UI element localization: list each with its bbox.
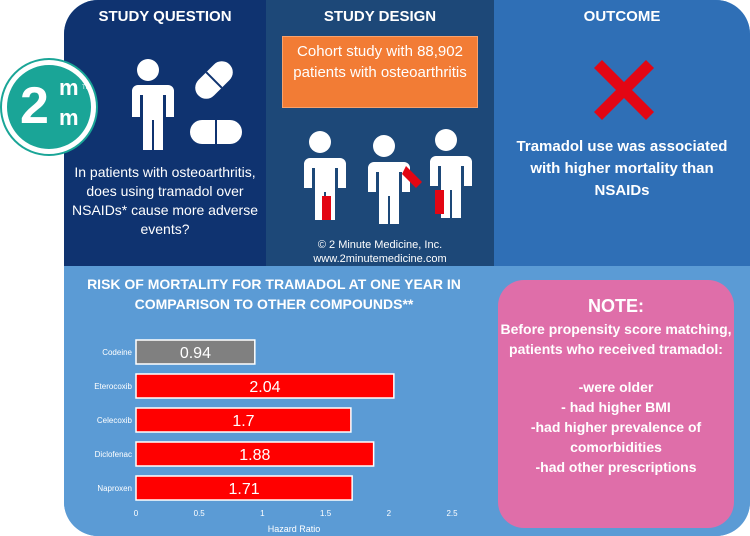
- x-axis-label: Hazard Ratio: [268, 524, 321, 534]
- 2-minute-medicine-logo: 2 m m TM: [2, 60, 96, 154]
- bar: [135, 373, 395, 399]
- bar: [135, 407, 352, 433]
- note-list: -were older - had higher BMI -had higher…: [498, 377, 734, 477]
- x-tick-label: 1: [260, 509, 265, 518]
- bar: [135, 339, 256, 365]
- x-tick-label: 0.5: [194, 509, 206, 518]
- logo-letter-top: m: [59, 75, 79, 100]
- category-label: Codeine: [102, 348, 132, 357]
- bar: [135, 475, 353, 501]
- person-icon-3: [426, 129, 472, 218]
- study-design-title: STUDY DESIGN: [323, 8, 437, 25]
- note-item: - had higher BMI: [561, 399, 671, 415]
- outcome-title: OUTCOME: [583, 8, 661, 25]
- study-question-title: STUDY QUESTION: [98, 8, 232, 25]
- patient-icon: [128, 59, 174, 150]
- bar-value-label: 0.94: [180, 345, 211, 362]
- red-x-icon: [594, 60, 654, 120]
- bar-value-label: 1.88: [239, 447, 270, 464]
- pill-icon-2: [190, 120, 242, 144]
- note-item: -had other prescriptions: [535, 459, 697, 475]
- copyright-text: © 2 Minute Medicine, Inc. www.2minutemed…: [266, 238, 494, 266]
- note-title: NOTE:: [588, 296, 644, 316]
- cohort-description-box: Cohort study with 88,902 patients with o…: [282, 36, 478, 108]
- category-label: Eterocoxib: [94, 382, 132, 391]
- x-tick-label: 0: [134, 509, 139, 518]
- logo-letter-bottom: m: [59, 105, 79, 130]
- note-item: -had higher prevalence of comorbidities: [530, 419, 702, 455]
- bar-value-label: 1.71: [229, 481, 260, 498]
- results-section: RISK OF MORTALITY FOR TRAMADOL AT ONE YE…: [64, 266, 750, 536]
- infographic-frame: STUDY QUESTION In patients with osteoart…: [64, 0, 750, 536]
- note-box: NOTE: Before propensity score matching, …: [498, 280, 734, 528]
- study-question-panel: STUDY QUESTION In patients with osteoart…: [64, 0, 266, 266]
- patient-group-icon: [300, 129, 472, 224]
- copyright-line-2: www.2minutemedicine.com: [313, 253, 447, 265]
- x-tick-label: 1.5: [320, 509, 332, 518]
- note-intro: Before propensity score matching, patien…: [500, 321, 732, 357]
- category-label: Celecoxib: [97, 416, 133, 425]
- person-icon-1: [300, 131, 346, 220]
- copyright-line-1: © 2 Minute Medicine, Inc.: [317, 239, 443, 251]
- category-label: Naproxen: [97, 484, 132, 493]
- study-question-text: In patients with osteoarthritis, does us…: [72, 164, 258, 237]
- outcome-text: Tramadol use was associated with higher …: [516, 138, 728, 199]
- outcome-panel: OUTCOME Tramadol use was associated with…: [494, 0, 750, 266]
- chart-title: RISK OF MORTALITY FOR TRAMADOL AT ONE YE…: [87, 276, 461, 312]
- hazard-ratio-chart: Codeine 0.94 Eterocoxib 2.04 Celecoxib 1.7 Dic…: [94, 339, 458, 534]
- bar: [135, 441, 375, 467]
- logo-digit: 2: [20, 77, 49, 135]
- category-label: Diclofenac: [95, 450, 132, 459]
- x-tick-label: 2: [387, 509, 392, 518]
- bar-value-label: 1.7: [232, 413, 254, 430]
- x-tick-label: 2.5: [446, 509, 458, 518]
- patient-pills-icon: [128, 59, 242, 150]
- person-icon-2: [364, 135, 422, 224]
- note-item: -were older: [578, 379, 654, 395]
- study-design-panel: STUDY DESIGN Cohort study with 88,902 pa…: [266, 0, 494, 266]
- pill-icon-1: [195, 61, 233, 99]
- logo-trademark: TM: [82, 85, 91, 91]
- bar-value-label: 2.04: [249, 379, 280, 396]
